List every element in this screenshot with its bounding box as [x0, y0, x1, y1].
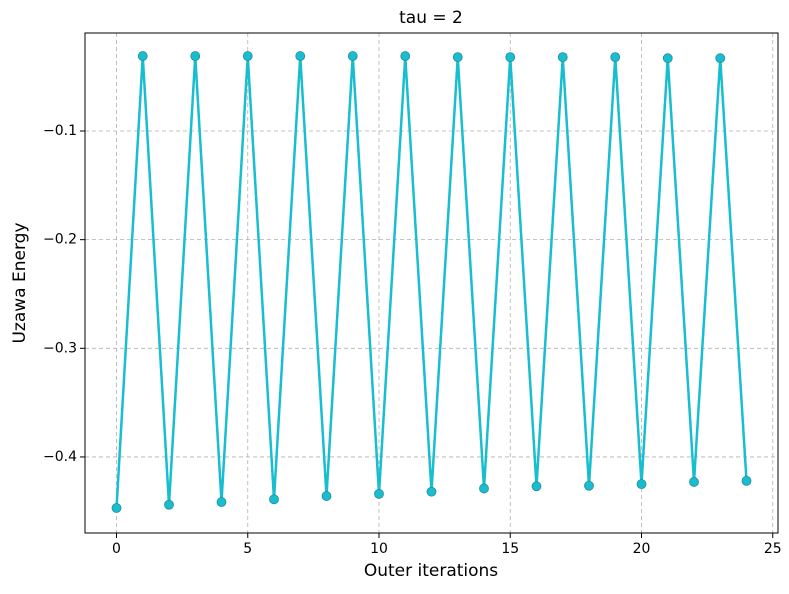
point — [137, 51, 148, 61]
point — [111, 503, 122, 513]
y-axis-label: Uzawa Energy — [10, 222, 30, 343]
x-tick-label: 5 — [243, 541, 252, 557]
point — [689, 477, 699, 487]
point — [452, 52, 463, 63]
chart-title: tau = 2 — [399, 8, 463, 28]
point — [164, 499, 174, 510]
point — [662, 53, 673, 64]
point — [295, 51, 306, 61]
point — [584, 480, 594, 491]
point — [321, 491, 332, 501]
point — [269, 494, 279, 505]
point — [426, 486, 437, 497]
point — [374, 488, 384, 499]
x-axis-label: Outer iterations — [364, 561, 498, 581]
y-tick-label: −0.3 — [43, 340, 77, 356]
point — [400, 51, 411, 61]
point — [242, 51, 253, 61]
point — [610, 52, 621, 63]
point — [216, 497, 227, 507]
x-tick-label: 20 — [633, 541, 651, 557]
y-tick-label: −0.1 — [43, 123, 77, 139]
point — [479, 483, 489, 494]
point — [741, 475, 752, 486]
plot-frame — [84, 32, 779, 534]
x-tick-label: 0 — [112, 541, 121, 557]
x-tick-label: 25 — [764, 541, 782, 557]
point — [347, 51, 358, 61]
y-tick-label: −0.4 — [43, 449, 77, 465]
point — [715, 53, 726, 64]
point — [531, 481, 542, 492]
y-tick-label: −0.2 — [43, 232, 77, 248]
x-tick-label: 10 — [370, 541, 388, 557]
point — [636, 479, 647, 490]
point — [557, 52, 568, 63]
point — [505, 52, 516, 63]
point — [190, 51, 201, 61]
x-tick-label: 15 — [501, 541, 519, 557]
